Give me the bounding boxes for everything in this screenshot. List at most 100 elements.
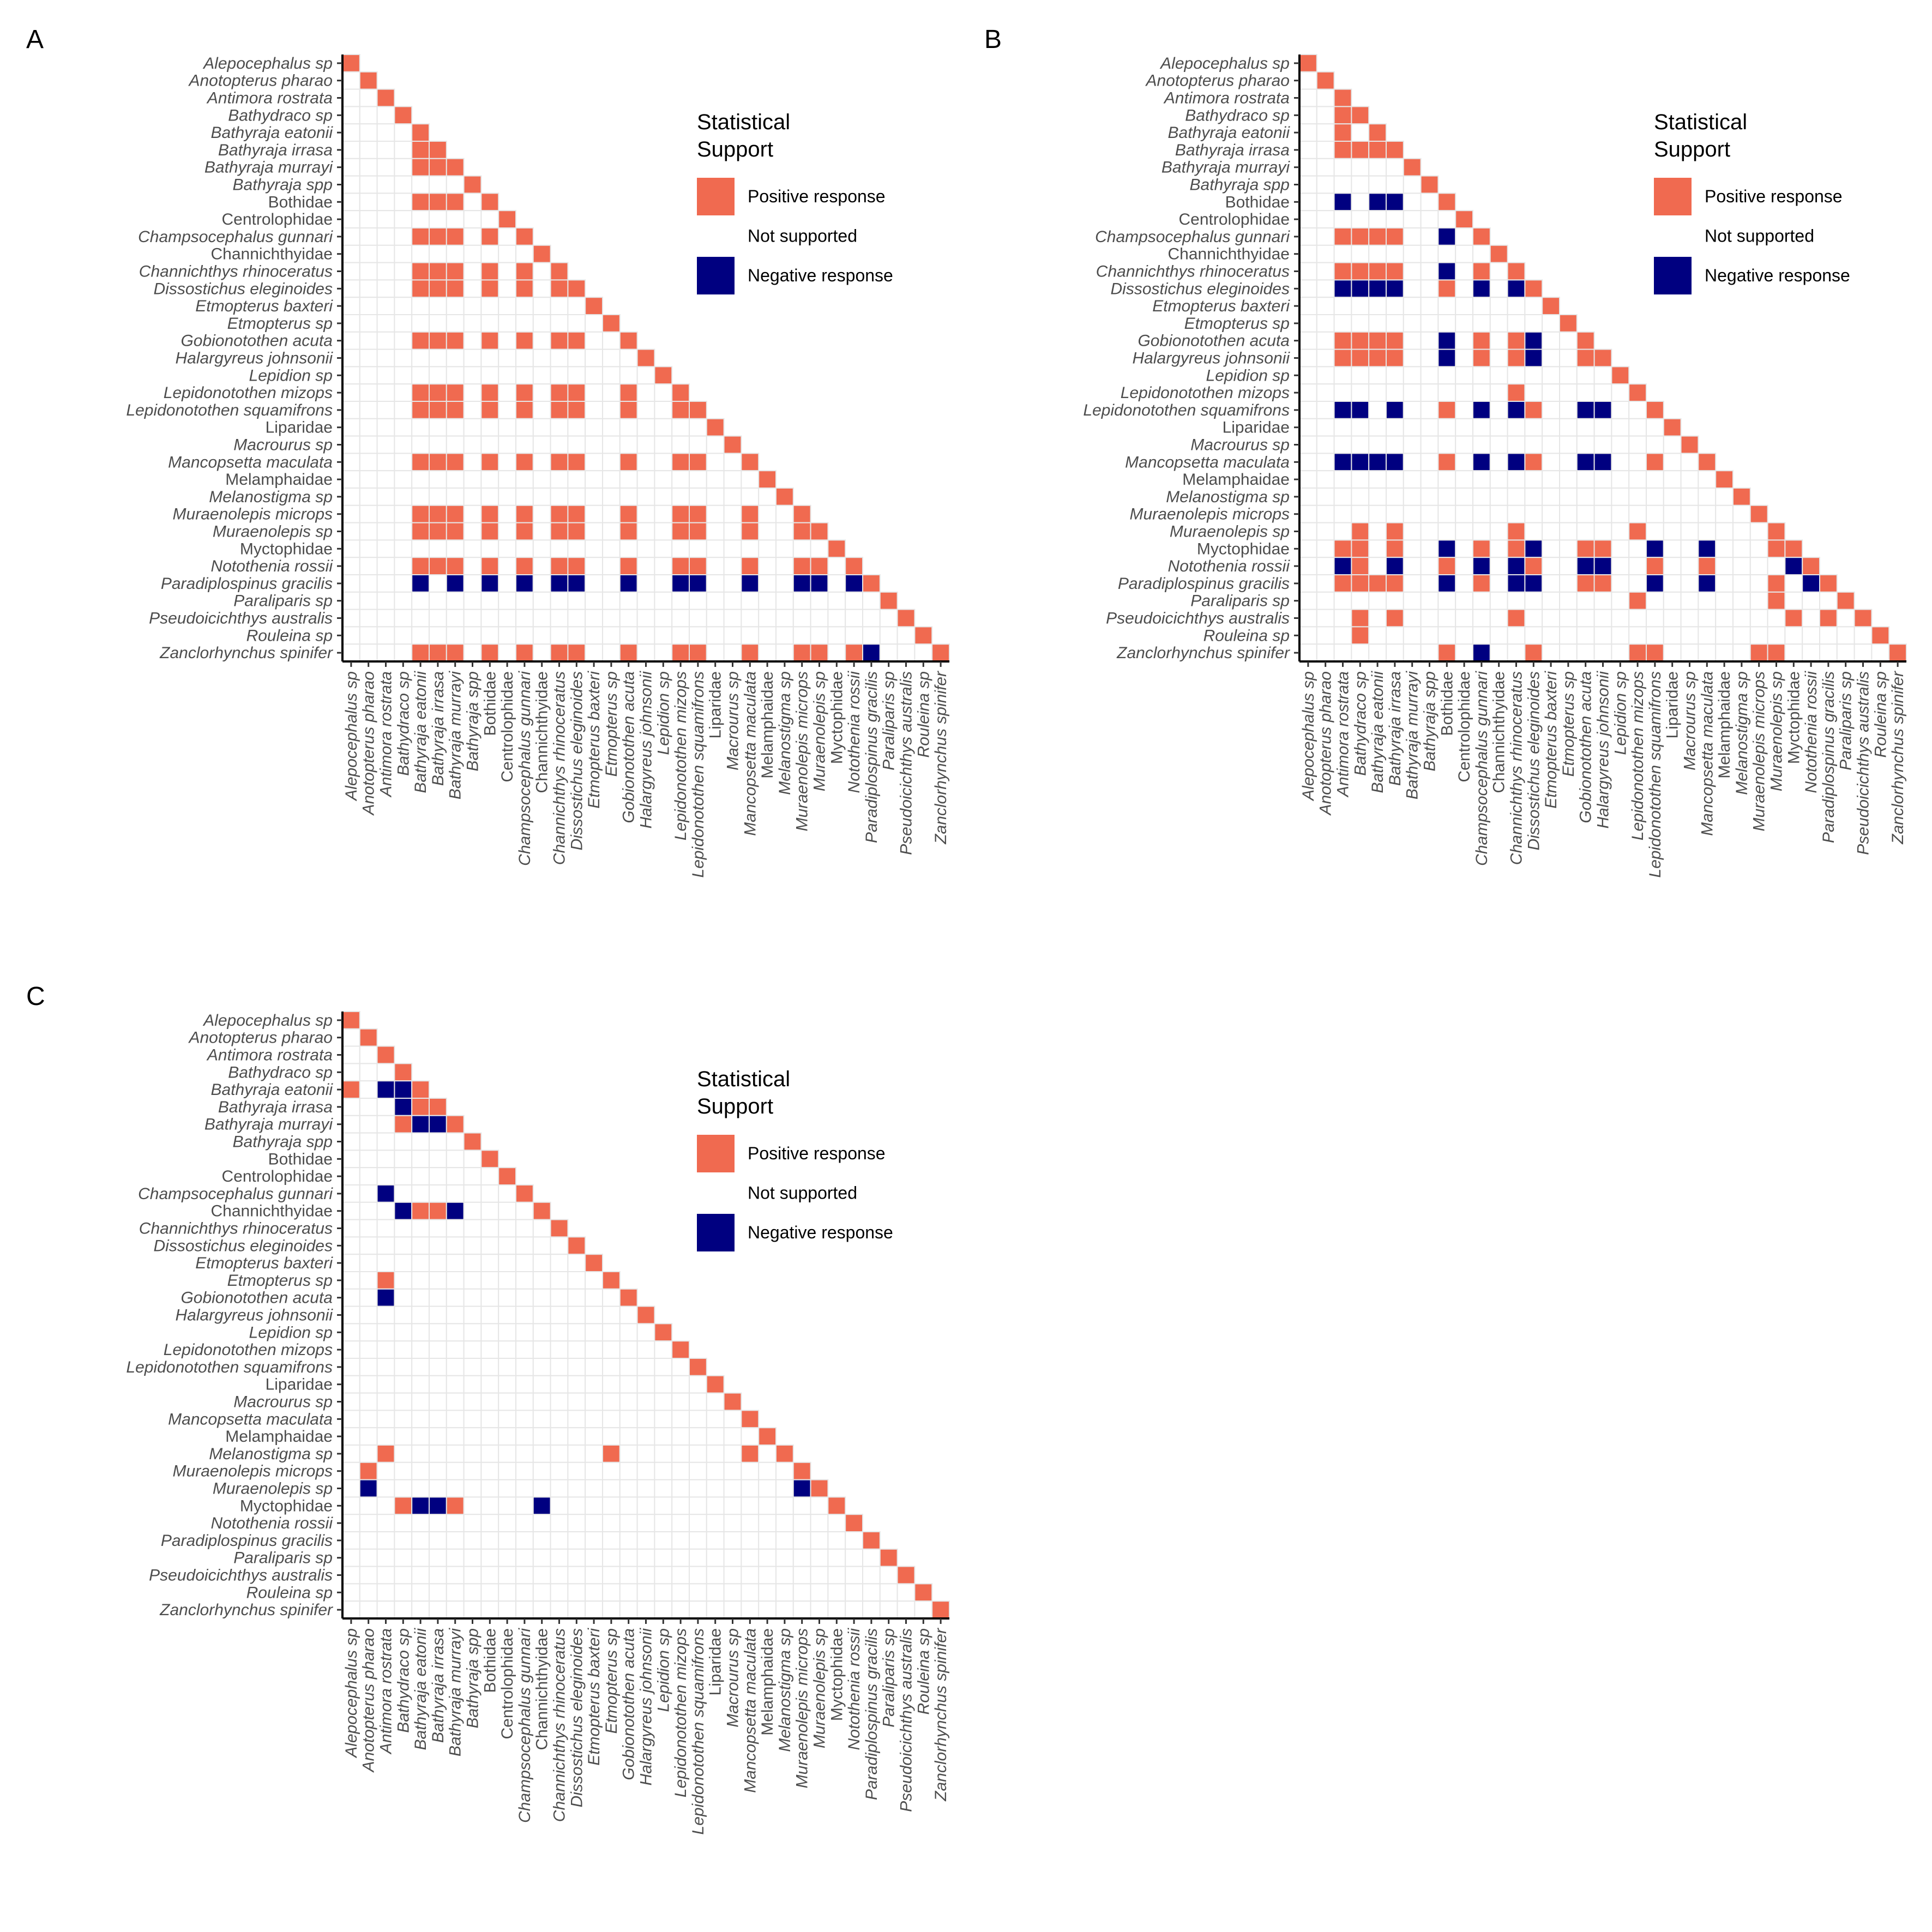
x-tick-label-macrourus-sp: Macrourus sp	[724, 1628, 742, 1728]
cell-positive	[741, 557, 760, 576]
cell-not-supported	[1351, 210, 1370, 229]
cell-not-supported	[1351, 244, 1370, 263]
cell-negative	[1351, 279, 1370, 298]
cell-not-supported	[654, 574, 673, 593]
cell-positive	[567, 1236, 586, 1255]
cell-not-supported	[636, 1410, 655, 1429]
cell-not-supported	[810, 609, 829, 628]
y-tick-label-mancopsetta-maculata: Mancopsetta maculata	[168, 1410, 333, 1428]
cell-not-supported	[1593, 383, 1612, 402]
cell-not-supported	[359, 158, 378, 177]
cell-not-supported	[394, 1219, 413, 1238]
cell-not-supported	[376, 1548, 395, 1567]
cell-not-supported	[463, 1548, 482, 1567]
cell-not-supported	[619, 1427, 638, 1446]
cell-positive	[446, 279, 465, 298]
cell-not-supported	[636, 1427, 655, 1446]
cell-not-supported	[1316, 106, 1335, 125]
cell-not-supported	[585, 1340, 603, 1359]
y-tick-label-channichthyidae: Channichthyidae	[1168, 245, 1290, 263]
cell-not-supported	[1489, 557, 1508, 576]
cell-not-supported	[914, 1600, 933, 1619]
cell-not-supported	[532, 591, 551, 610]
cell-positive	[1646, 643, 1664, 662]
cell-not-supported	[1646, 418, 1664, 437]
cell-positive	[1698, 453, 1717, 472]
cell-not-supported	[1611, 401, 1630, 419]
cell-not-supported	[550, 1323, 569, 1342]
x-tick-label-channichthyidae: Channichthyidae	[533, 671, 551, 793]
cell-not-supported	[498, 574, 517, 593]
cell-not-supported	[1386, 418, 1404, 437]
cell-positive	[1853, 609, 1873, 628]
cell-not-supported	[446, 1461, 465, 1480]
cell-positive	[1299, 54, 1317, 73]
cell-not-supported	[359, 1080, 378, 1099]
cell-positive	[342, 1080, 360, 1099]
cell-positive	[480, 453, 499, 472]
cell-not-supported	[792, 626, 811, 645]
x-tick-label-pseudoicichthys-australis: Pseudoicichthys australis	[898, 1628, 916, 1812]
cell-positive	[1784, 609, 1803, 628]
y-tick-label-etmopterus-sp: Etmopterus sp	[227, 1272, 333, 1290]
cell-not-supported	[654, 401, 673, 419]
cell-not-supported	[1403, 453, 1422, 472]
cell-negative	[689, 574, 707, 593]
cell-not-supported	[1368, 366, 1387, 385]
cell-not-supported	[463, 504, 482, 523]
cell-not-supported	[515, 1219, 534, 1238]
cell-not-supported	[359, 175, 378, 194]
cell-not-supported	[1646, 504, 1664, 523]
cell-not-supported	[1420, 435, 1439, 454]
cell-not-supported	[1368, 504, 1387, 523]
y-tick-label-myctophidae: Myctophidae	[1197, 540, 1290, 558]
cell-positive	[1489, 244, 1508, 263]
cell-not-supported	[1472, 504, 1491, 523]
x-tick-label-lepidonotothen-squamifrons: Lepidonotothen squamifrons	[1646, 671, 1664, 878]
cell-not-supported	[446, 1548, 465, 1567]
cell-negative	[1386, 401, 1404, 419]
cell-not-supported	[602, 1410, 621, 1429]
legend-label: Not supported	[748, 226, 857, 246]
y-tick-label-bathydraco-sp: Bathydraco sp	[1185, 106, 1290, 124]
cell-not-supported	[1472, 314, 1491, 333]
cell-not-supported	[671, 418, 690, 437]
cell-not-supported	[792, 1583, 811, 1602]
legend-label: Negative response	[748, 1223, 893, 1242]
cell-not-supported	[463, 1254, 482, 1272]
cell-not-supported	[1368, 435, 1387, 454]
cell-not-supported	[532, 1254, 551, 1272]
cell-not-supported	[498, 1271, 517, 1290]
cell-not-supported	[1437, 609, 1456, 628]
cell-not-supported	[359, 470, 378, 489]
cell-not-supported	[706, 504, 725, 523]
cell-not-supported	[446, 175, 465, 194]
cell-not-supported	[532, 1392, 551, 1411]
cell-not-supported	[845, 591, 863, 610]
cell-not-supported	[376, 210, 395, 229]
cell-not-supported	[394, 1254, 413, 1272]
cell-not-supported	[446, 626, 465, 645]
y-tick-label-etmopterus-sp: Etmopterus sp	[1184, 315, 1290, 333]
cell-not-supported	[1420, 244, 1439, 263]
y-tick-label-lepidonotothen-mizops: Lepidonotothen mizops	[164, 1341, 333, 1359]
cell-not-supported	[446, 348, 465, 368]
legend-label: Negative response	[748, 266, 893, 285]
cell-not-supported	[1437, 383, 1456, 402]
cell-not-supported	[1663, 522, 1682, 541]
cell-not-supported	[1715, 539, 1734, 558]
cell-not-supported	[1542, 348, 1560, 368]
cell-not-supported	[1351, 158, 1370, 177]
cell-not-supported	[1299, 262, 1317, 281]
x-tick-label-mancopsetta-maculata: Mancopsetta maculata	[1698, 671, 1716, 836]
cell-not-supported	[1749, 539, 1768, 558]
cell-not-supported	[394, 262, 413, 281]
cell-not-supported	[1403, 539, 1422, 558]
cell-positive	[342, 54, 360, 73]
cell-not-supported	[463, 1445, 482, 1463]
cell-not-supported	[463, 401, 482, 419]
cell-positive	[671, 522, 690, 541]
x-tick-label-rouleina-sp: Rouleina sp	[914, 671, 932, 757]
cell-not-supported	[532, 1566, 551, 1585]
cell-not-supported	[619, 1340, 638, 1359]
